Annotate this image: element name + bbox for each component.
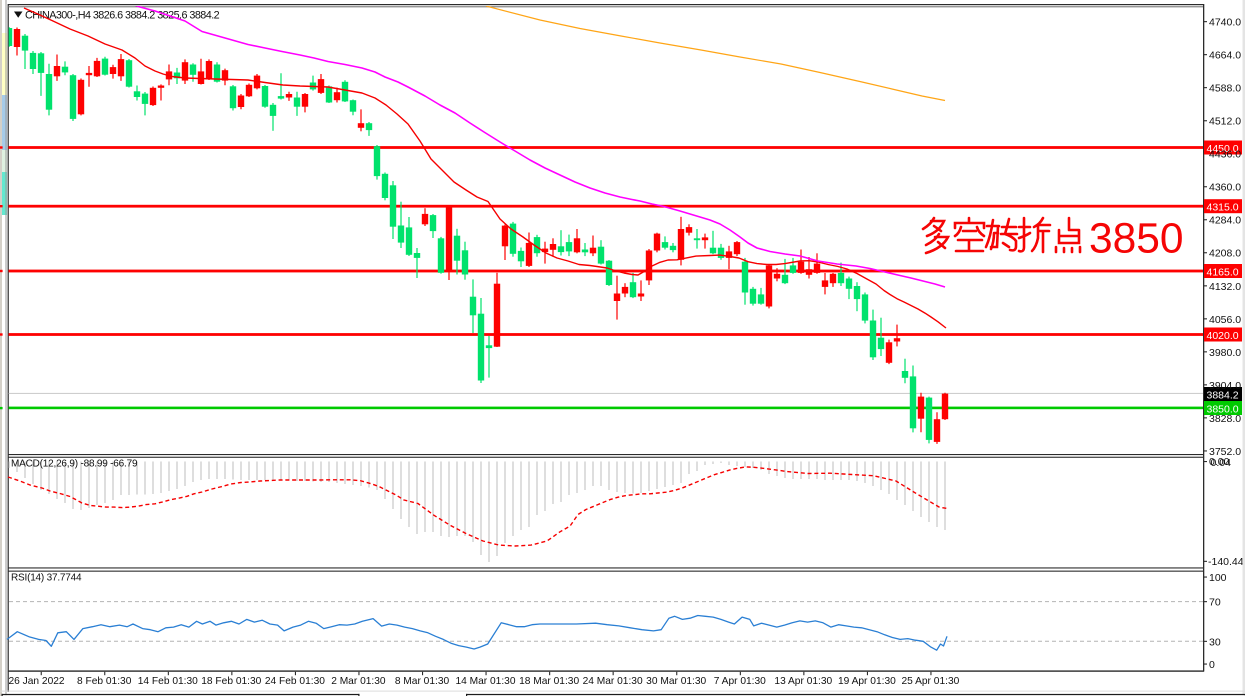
- svg-text:100: 100: [1209, 572, 1227, 584]
- svg-text:14 Mar 01:30: 14 Mar 01:30: [455, 676, 515, 687]
- svg-text:3850.0: 3850.0: [1207, 404, 1239, 416]
- svg-text:3850: 3850: [1089, 216, 1184, 263]
- svg-text:25 Apr 01:30: 25 Apr 01:30: [902, 676, 960, 687]
- svg-text:4056.0: 4056.0: [1209, 314, 1241, 326]
- svg-text:-140.44: -140.44: [1208, 556, 1244, 568]
- svg-text:4020.0: 4020.0: [1207, 330, 1239, 342]
- svg-text:0.00: 0.00: [1209, 456, 1230, 468]
- svg-text:4165.0: 4165.0: [1207, 267, 1239, 279]
- svg-text:14 Feb 01:30: 14 Feb 01:30: [138, 676, 198, 687]
- svg-text:4664.0: 4664.0: [1209, 50, 1241, 62]
- svg-text:4512.0: 4512.0: [1209, 116, 1241, 128]
- svg-text:24 Mar 01:30: 24 Mar 01:30: [583, 676, 643, 687]
- svg-text:8 Mar 01:30: 8 Mar 01:30: [395, 676, 450, 687]
- svg-text:4360.0: 4360.0: [1209, 182, 1241, 194]
- svg-text:4740.0: 4740.0: [1209, 17, 1241, 29]
- svg-text:4436.0: 4436.0: [1209, 149, 1241, 161]
- svg-text:70: 70: [1209, 597, 1221, 609]
- svg-text:3884.2: 3884.2: [1207, 390, 1239, 402]
- svg-text:4588.0: 4588.0: [1209, 83, 1241, 95]
- svg-text:4208.0: 4208.0: [1209, 248, 1241, 260]
- svg-text:4284.0: 4284.0: [1209, 215, 1241, 227]
- svg-text:18 Feb 01:30: 18 Feb 01:30: [201, 676, 261, 687]
- svg-text:26 Jan 2022: 26 Jan 2022: [9, 676, 65, 687]
- svg-text:MACD(12,26,9) -88.99 -66.79: MACD(12,26,9) -88.99 -66.79: [11, 459, 138, 470]
- svg-text:RSI(14) 37.7744: RSI(14) 37.7744: [11, 573, 82, 584]
- svg-text:19 Apr 01:30: 19 Apr 01:30: [838, 676, 896, 687]
- svg-text:2 Mar 01:30: 2 Mar 01:30: [331, 676, 386, 687]
- svg-text:7 Apr 01:30: 7 Apr 01:30: [714, 676, 766, 687]
- svg-text:24 Feb 01:30: 24 Feb 01:30: [265, 676, 325, 687]
- svg-text:4132.0: 4132.0: [1209, 281, 1241, 293]
- svg-text:3752.0: 3752.0: [1209, 446, 1241, 458]
- svg-text:CHINA300-,H4 3826.6 3884.2 38: CHINA300-,H4 3826.6 3884.2 3825.6 3884.2: [25, 10, 220, 22]
- svg-text:13 Apr 01:30: 13 Apr 01:30: [774, 676, 832, 687]
- svg-text:3980.0: 3980.0: [1209, 347, 1241, 359]
- svg-text:30: 30: [1209, 636, 1221, 648]
- svg-text:8 Feb 01:30: 8 Feb 01:30: [77, 676, 132, 687]
- svg-text:0: 0: [1209, 659, 1215, 671]
- svg-text:30 Mar 01:30: 30 Mar 01:30: [646, 676, 706, 687]
- svg-text:18 Mar 01:30: 18 Mar 01:30: [519, 676, 579, 687]
- svg-text:3828.0: 3828.0: [1209, 413, 1241, 425]
- svg-text:4450.0: 4450.0: [1207, 143, 1239, 155]
- svg-text:4315.0: 4315.0: [1207, 202, 1239, 214]
- svg-text:0.04: 0.04: [1211, 457, 1232, 469]
- svg-text:3904.0: 3904.0: [1209, 380, 1241, 392]
